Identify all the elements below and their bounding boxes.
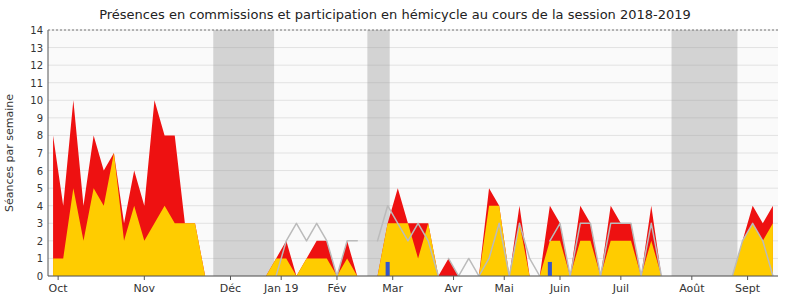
grid-line [48, 30, 778, 31]
y-tick-label: 3 [37, 218, 43, 229]
x-tick-label: Oct [49, 282, 69, 295]
x-tick-label: Jan 19 [263, 282, 298, 295]
y-tick-label: 4 [37, 201, 43, 212]
chart: Oct Nov Déc Jan 19 Fév Mar Avr Mai Juin Juil Août S… [0, 0, 790, 300]
bar [386, 262, 390, 276]
x-tick-label: Nov [134, 282, 156, 295]
x-tick [392, 276, 393, 280]
x-tick-label: Juin [549, 282, 570, 295]
bar [548, 262, 552, 276]
grid-line [48, 276, 778, 277]
line [276, 223, 357, 276]
y-tick-label: 14 [30, 25, 43, 36]
y-tick-label: 1 [37, 253, 43, 264]
x-axis-line [48, 276, 778, 277]
y-tick-label: 2 [37, 236, 43, 247]
grid [48, 30, 778, 276]
y-tick-label: 7 [37, 148, 43, 159]
line [378, 206, 439, 276]
line [732, 223, 773, 276]
x-tick [453, 276, 454, 280]
x-tick-label: Avr [445, 282, 463, 295]
x-tick [336, 276, 337, 280]
x-tick [230, 276, 231, 280]
grid-line [48, 47, 778, 48]
plot-background [48, 30, 778, 276]
y-tick-label: 13 [30, 43, 43, 54]
band [672, 30, 738, 276]
x-tick-label: Mar [382, 282, 403, 295]
area [53, 100, 773, 276]
title: Présences en commissions et participatio… [99, 7, 691, 22]
plot-top-line [48, 30, 778, 31]
x-tick [504, 276, 505, 280]
x-tick [620, 276, 621, 280]
x-tick [560, 276, 561, 280]
y-axis-label: Séances par semaine [3, 94, 16, 212]
x-tick-label: Fév [327, 282, 346, 295]
y-tick-label: 10 [30, 95, 43, 106]
grid-line [48, 82, 778, 83]
grid-line [48, 65, 778, 66]
y-tick-label: 12 [30, 60, 43, 71]
grid-line [48, 100, 778, 101]
x-tick [747, 276, 748, 280]
y-tick-label: 11 [30, 78, 43, 89]
area [53, 153, 773, 276]
x-tick [144, 276, 145, 280]
x-tick-label: Juil [612, 282, 629, 295]
y-tick-label: 6 [37, 166, 43, 177]
y-tick-label: 5 [37, 183, 43, 194]
line [448, 223, 539, 276]
y-tick-label: 0 [37, 271, 43, 282]
line [550, 223, 662, 276]
marks [53, 30, 773, 276]
y-axis-line [48, 30, 49, 276]
x-tick-label: Mai [495, 282, 514, 295]
y-tick-label: 9 [37, 113, 43, 124]
x-tick [58, 276, 59, 280]
band [213, 30, 274, 276]
x-tick-label: Sept [735, 282, 761, 295]
axes: Oct Nov Déc Jan 19 Fév Mar Avr Mai Juin Juil Août S… [30, 25, 778, 295]
x-tick-label: Août [679, 282, 705, 295]
x-tick-label: Déc [220, 282, 241, 295]
y-tick-label: 8 [37, 130, 43, 141]
x-tick [691, 276, 692, 280]
x-tick [281, 276, 282, 280]
